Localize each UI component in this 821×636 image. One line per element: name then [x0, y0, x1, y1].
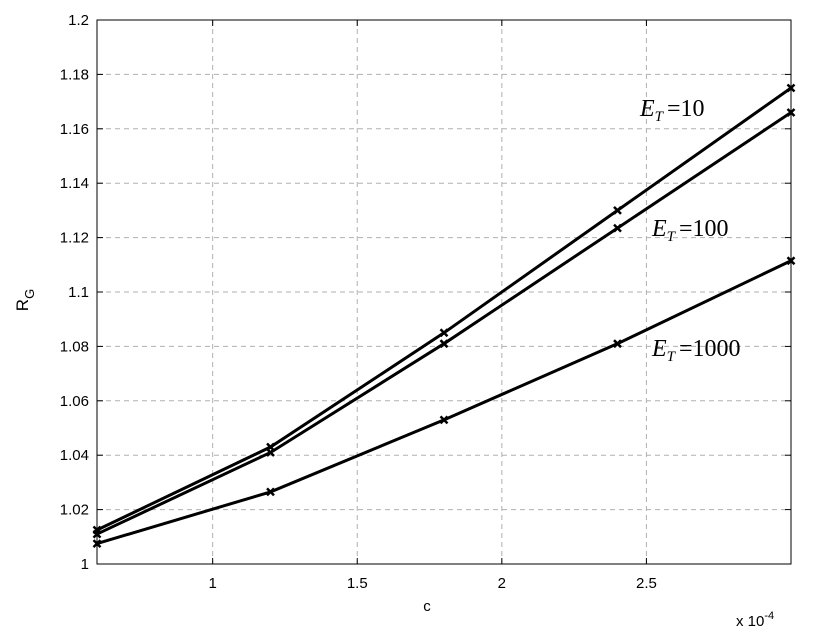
x-tick-label: 1.5	[347, 575, 368, 592]
marker	[613, 206, 622, 215]
series-annotation: ET =100	[651, 216, 729, 245]
series-annotation: ET =1000	[651, 336, 741, 365]
annotation-sub: T	[667, 229, 677, 245]
x-multiplier: x 10-4	[736, 610, 774, 630]
y-label-sub: G	[22, 289, 37, 299]
y-axis-label: RG	[13, 289, 37, 311]
annotation-sub: T	[667, 349, 677, 365]
marker	[439, 339, 449, 349]
marker	[266, 448, 275, 457]
y-tick-label: 1.18	[60, 66, 89, 83]
marker	[613, 339, 622, 349]
plot-frame	[96, 19, 792, 565]
y-tick-label: 1.06	[60, 393, 89, 410]
x-axis-label: c	[423, 598, 431, 615]
marker	[786, 108, 796, 117]
y-tick-label: 1	[81, 556, 89, 573]
series-line	[96, 259, 792, 546]
marker	[92, 529, 102, 539]
x-tick-label: 1	[208, 575, 216, 592]
annotation-value: =10	[667, 96, 705, 122]
marker	[613, 223, 622, 233]
annotation-symbol: E	[639, 96, 655, 122]
y-tick-label: 1.14	[60, 175, 89, 192]
marker	[92, 539, 102, 548]
x-tick-label: 2	[498, 575, 506, 592]
y-tick-label: 1.04	[60, 447, 89, 464]
annotation-symbol: E	[651, 216, 667, 242]
annotation-symbol: E	[651, 336, 667, 362]
marker	[786, 83, 796, 93]
series-annotation: ET =10	[639, 96, 705, 125]
y-tick-label: 1.12	[60, 230, 89, 247]
y-tick-label: 1.1	[68, 284, 89, 301]
annotation-value: =100	[679, 216, 729, 242]
x-tick-label: 2.5	[636, 575, 657, 592]
marker	[266, 487, 275, 497]
marker	[439, 415, 449, 425]
multiplier-exp: -4	[764, 610, 774, 622]
multiplier-text: x 10	[736, 613, 764, 630]
y-tick-label: 1.02	[60, 502, 89, 519]
y-tick-label: 1.2	[68, 12, 89, 29]
annotation-value: =1000	[679, 336, 741, 362]
y-tick-label: 1.16	[60, 121, 89, 138]
annotation-sub: T	[655, 109, 665, 125]
series-line	[96, 111, 792, 536]
y-tick-label: 1.08	[60, 338, 89, 355]
marker	[439, 328, 449, 338]
y-label-text: R	[13, 299, 32, 311]
marker	[786, 256, 796, 266]
